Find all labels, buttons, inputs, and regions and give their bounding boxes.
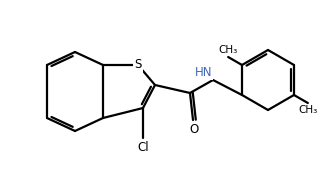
Text: S: S xyxy=(134,59,142,71)
Text: CH₃: CH₃ xyxy=(298,105,317,115)
Text: O: O xyxy=(190,123,199,136)
Text: CH₃: CH₃ xyxy=(218,45,238,55)
Text: HN: HN xyxy=(195,66,212,79)
Text: Cl: Cl xyxy=(137,141,149,154)
